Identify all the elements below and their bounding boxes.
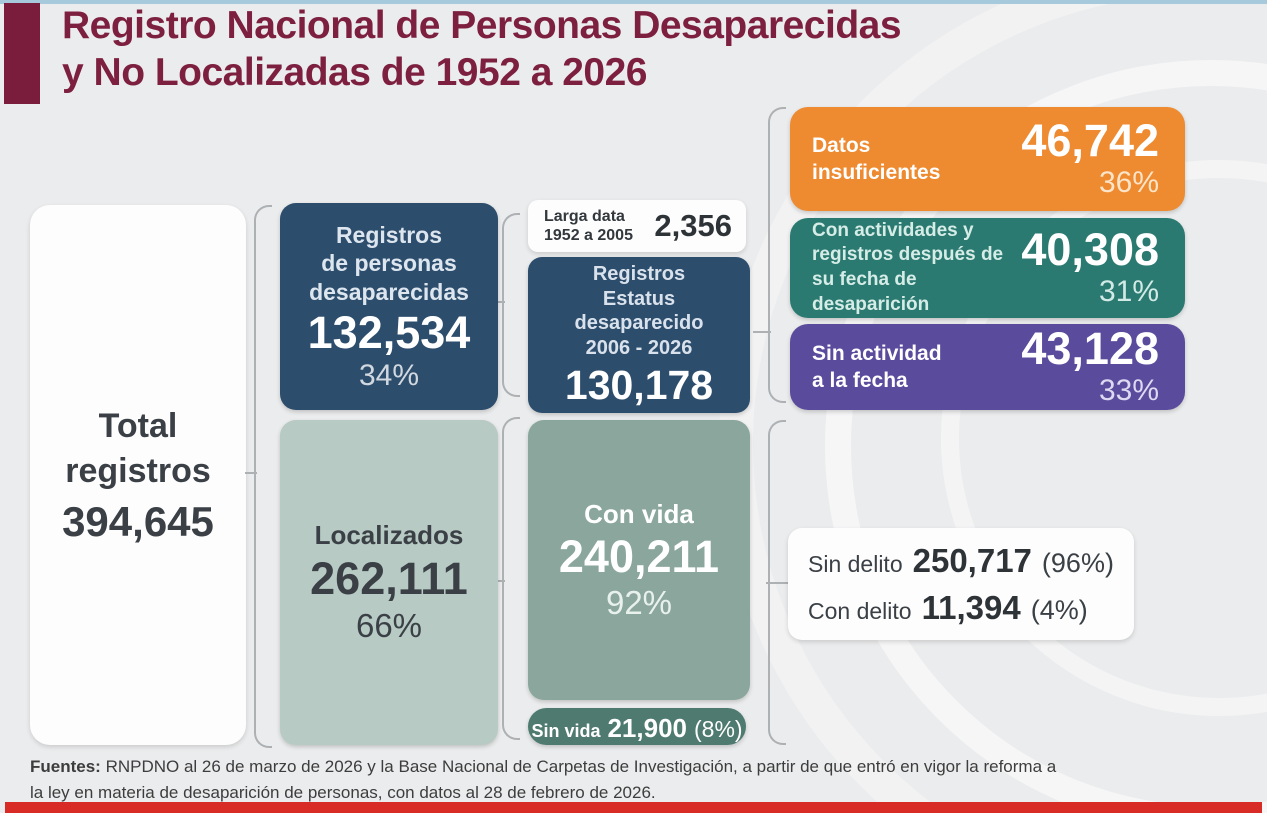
sin-vida-pill: Sin vida 21,900 (8%) xyxy=(528,708,746,745)
sin-actividad-percent: 33% xyxy=(1098,374,1159,407)
registros-desaparecidas-label: Registros de personas desaparecidas xyxy=(309,221,469,307)
estatus-label-line3: desaparecido xyxy=(574,312,704,335)
estatus-desaparecido-label: Registros Estatus desaparecido 2006 - 20… xyxy=(575,262,704,360)
datos-insuficientes-label: Datos insuficientes xyxy=(812,132,940,187)
con-actividades-value: 40,308 xyxy=(1021,224,1159,275)
larga-data-label-line1: Larga data xyxy=(544,207,625,225)
localizados-box: Localizados 262,111 66% xyxy=(280,420,498,745)
top-edge-strip xyxy=(0,0,1267,4)
total-label-line1: Total xyxy=(98,406,178,445)
larga-data-value: 2,356 xyxy=(654,208,732,243)
sources-note-text: RNPDNO al 26 de marzo de 2026 y la Base … xyxy=(30,757,1057,803)
localizados-value: 262,111 xyxy=(310,552,468,604)
sin-actividad-numbers: 43,128 33% xyxy=(1021,326,1159,408)
datos-insuficientes-numbers: 46,742 36% xyxy=(1021,118,1159,200)
localizados-percent: 66% xyxy=(355,607,423,645)
con-vida-box: Con vida 240,211 92% xyxy=(528,420,750,700)
con-actividades-label: Con actividades y registros después de s… xyxy=(812,219,1021,318)
sin-delito-percent: (96%) xyxy=(1041,547,1114,578)
estatus-desaparecido-box: Registros Estatus desaparecido 2006 - 20… xyxy=(528,257,750,413)
bottom-red-bar xyxy=(5,802,1262,813)
tick-desaparecidas-split xyxy=(496,301,505,303)
con-delito-percent: (4%) xyxy=(1030,594,1088,625)
sin-actividad-value: 43,128 xyxy=(1021,323,1159,374)
sin-vida-percent: (8%) xyxy=(694,716,743,742)
con-actividades-box: Con actividades y registros después de s… xyxy=(790,218,1185,318)
tick-convida-split xyxy=(766,582,788,584)
total-registros-value: 394,645 xyxy=(62,498,214,546)
con-delito-label: Con delito xyxy=(808,597,912,624)
title-accent-block xyxy=(4,3,40,104)
total-registros-label: Total registros xyxy=(65,404,211,494)
page-title-line2: y No Localizadas de 1952 a 2026 xyxy=(62,51,648,94)
registros-desaparecidas-percent: 34% xyxy=(358,358,420,392)
bracket-total-split xyxy=(254,205,272,748)
datos-insuficientes-percent: 36% xyxy=(1098,166,1159,199)
estatus-label-line4: 2006 - 2026 xyxy=(585,337,693,360)
con-delito-value: 11,394 xyxy=(921,588,1021,626)
bracket-localizados-split xyxy=(502,417,520,740)
con-vida-percent: 92% xyxy=(605,583,673,621)
page-title: Registro Nacional de Personas Desapareci… xyxy=(62,2,902,96)
con-actividades-label-line1: Con actividades y xyxy=(812,219,974,241)
sin-delito-value: 250,717 xyxy=(912,541,1032,579)
sin-actividad-label-line1: Sin actividad xyxy=(812,341,942,365)
sources-note-prefix: Fuentes: xyxy=(30,757,101,776)
registros-desaparecidas-value: 132,534 xyxy=(307,306,471,358)
larga-data-label-line2: 1952 a 2005 xyxy=(544,227,633,244)
bracket-desaparecidas-split xyxy=(502,213,520,397)
datos-insuficientes-box: Datos insuficientes 46,742 36% xyxy=(790,107,1185,211)
con-actividades-label-line3: su fecha de desaparición xyxy=(812,269,930,315)
localizados-label: Localizados xyxy=(314,519,464,550)
registros-desaparecidas-label-line1: Registros xyxy=(335,221,443,248)
larga-data-box: Larga data 1952 a 2005 2,356 xyxy=(528,200,746,252)
total-registros-card: Total registros 394,645 xyxy=(30,205,246,745)
datos-insuficientes-label-line1: Datos xyxy=(812,133,871,157)
sin-actividad-label: Sin actividad a la fecha xyxy=(812,340,942,395)
tick-total-split xyxy=(245,472,257,474)
tick-estatus-split xyxy=(753,331,771,333)
sin-delito-label: Sin delito xyxy=(808,550,903,577)
con-actividades-percent: 31% xyxy=(1098,275,1159,308)
sin-vida-label: Sin vida xyxy=(531,721,601,741)
estatus-desaparecido-value: 130,178 xyxy=(564,361,714,408)
bracket-estatus-split xyxy=(768,107,786,403)
datos-insuficientes-label-line2: insuficientes xyxy=(812,161,941,184)
estatus-label-line2: Estatus xyxy=(602,287,676,310)
registros-desaparecidas-label-line2: de personas xyxy=(321,250,457,277)
registros-desaparecidas-box: Registros de personas desaparecidas 132,… xyxy=(280,203,498,410)
con-vida-label: Con vida xyxy=(584,498,694,529)
estatus-label-line1: Registros xyxy=(592,263,686,286)
con-vida-value: 240,211 xyxy=(558,530,720,582)
page-title-line1: Registro Nacional de Personas Desapareci… xyxy=(62,4,902,47)
total-label-line2: registros xyxy=(65,452,211,490)
con-delito-row: Con delito 11,394 (4%) xyxy=(808,589,1114,627)
sin-vida-value: 21,900 xyxy=(607,713,687,743)
sin-actividad-label-line2: a la fecha xyxy=(812,369,908,392)
con-actividades-numbers: 40,308 31% xyxy=(1021,227,1159,309)
larga-data-label: Larga data 1952 a 2005 xyxy=(544,207,633,245)
delito-box: Sin delito 250,717 (96%) Con delito 11,3… xyxy=(788,528,1134,640)
sources-note: Fuentes: RNPDNO al 26 de marzo de 2026 y… xyxy=(30,754,1070,807)
registros-desaparecidas-label-line3: desaparecidas xyxy=(309,279,469,305)
sin-actividad-box: Sin actividad a la fecha 43,128 33% xyxy=(790,324,1185,410)
datos-insuficientes-value: 46,742 xyxy=(1021,115,1159,166)
tick-localizados-split xyxy=(496,580,505,582)
sin-delito-row: Sin delito 250,717 (96%) xyxy=(808,542,1114,580)
con-actividades-label-line2: registros después de xyxy=(812,244,1004,266)
